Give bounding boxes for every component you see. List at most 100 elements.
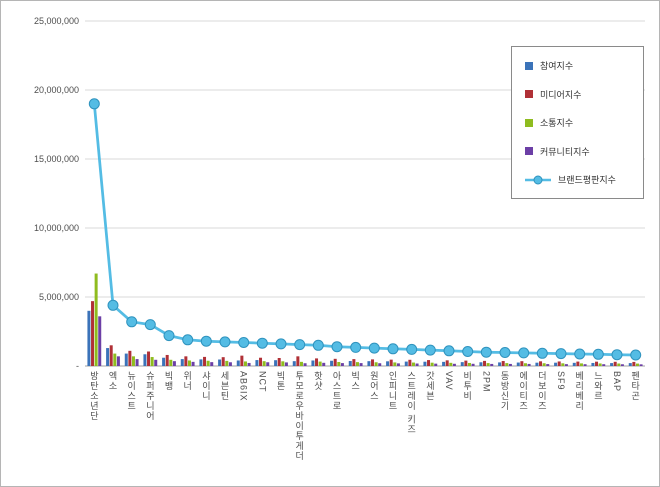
bar-소통지수 (374, 362, 378, 366)
bar-참여지수 (610, 363, 614, 366)
bar-커뮤니티지수 (228, 362, 232, 366)
x-axis-label: 투모로우바이투게더 (294, 371, 305, 461)
bar-커뮤니티지수 (247, 362, 251, 366)
bar-미디어지수 (203, 356, 207, 366)
line-marker (88, 98, 100, 110)
bar-참여지수 (106, 348, 110, 366)
bar-미디어지수 (371, 359, 375, 366)
x-axis-label: 펜타곤 (630, 371, 641, 401)
x-axis-label: 느와르 (592, 371, 603, 401)
x-axis-label: 갓세븐 (424, 371, 435, 401)
legend-label: 브랜드평판지수 (558, 175, 616, 185)
bar-미디어지수 (221, 357, 225, 366)
bar-참여지수 (311, 360, 315, 366)
line-marker (406, 343, 418, 355)
bar-참여지수 (591, 362, 595, 366)
bar-참여지수 (460, 362, 464, 366)
x-axis-label: 엑소 (107, 371, 118, 391)
bar-미디어지수 (557, 361, 561, 366)
bar-참여지수 (628, 363, 632, 366)
bar-미디어지수 (464, 360, 468, 366)
x-axis-label: 위너 (182, 371, 193, 391)
bar-참여지수 (367, 361, 371, 366)
bar-미디어지수 (632, 361, 636, 366)
y-axis-label: 5,000,000 (38, 292, 79, 302)
bar-미디어지수 (389, 359, 393, 366)
bar-소통지수 (150, 357, 154, 366)
bar-커뮤니티지수 (359, 363, 363, 366)
line-marker (238, 337, 250, 348)
line-marker (443, 345, 455, 357)
bar-미디어지수 (595, 361, 599, 366)
legend-swatch (525, 90, 533, 98)
bar-소통지수 (187, 360, 191, 366)
bar-커뮤니티지수 (98, 316, 102, 366)
bar-커뮤니티지수 (154, 359, 158, 366)
bar-미디어지수 (483, 360, 487, 366)
line-marker (611, 349, 623, 361)
bar-미디어지수 (109, 345, 113, 366)
bar-참여지수 (180, 359, 184, 366)
line-marker (368, 342, 380, 354)
legend-swatch (525, 61, 533, 70)
x-axis-label: 베리베리 (574, 371, 585, 411)
bar-소통지수 (467, 362, 471, 366)
line-marker (182, 334, 194, 346)
bar-소통지수 (337, 362, 341, 366)
x-axis-label: 더보이즈 (536, 371, 547, 411)
bar-미디어지수 (445, 360, 449, 366)
legend: 참여지수 미디어지수 소통지수 커뮤니티지수 브랜드평판지수 (511, 46, 644, 199)
bar-소통지수 (206, 360, 210, 366)
x-axis-label: SF9 (556, 371, 566, 391)
bar-참여지수 (218, 359, 222, 366)
bar-소통지수 (131, 356, 135, 366)
bar-커뮤니티지수 (471, 363, 475, 366)
bar-참여지수 (124, 353, 128, 366)
bar-소통지수 (169, 359, 173, 366)
y-axis-label: 25,000,000 (33, 16, 79, 26)
bar-소통지수 (355, 362, 359, 366)
bar-커뮤니티지수 (172, 361, 176, 366)
bar-참여지수 (162, 357, 166, 366)
legend-line-marker (533, 175, 543, 184)
bar-커뮤니티지수 (266, 362, 270, 366)
bar-미디어지수 (352, 359, 356, 366)
bar-소통지수 (523, 363, 527, 366)
line-marker (387, 343, 399, 355)
line-marker (144, 319, 156, 331)
legend-item: 커뮤니티지수 (525, 145, 630, 158)
x-axis-label: 스트레이 키즈 (406, 371, 417, 435)
bar-커뮤니티지수 (434, 363, 438, 366)
bar-소통지수 (393, 362, 397, 366)
bar-미디어지수 (501, 361, 505, 366)
bar-소통지수 (318, 361, 322, 366)
bar-커뮤니티지수 (546, 364, 550, 366)
bar-커뮤니티지수 (583, 364, 587, 366)
bar-커뮤니티지수 (116, 356, 120, 366)
bar-소통지수 (579, 363, 583, 366)
bar-참여지수 (479, 362, 483, 366)
bar-참여지수 (386, 361, 390, 366)
bar-미디어지수 (91, 301, 95, 366)
x-axis-label: 아스트로 (331, 371, 342, 411)
bar-미디어지수 (427, 360, 431, 366)
line-marker (331, 341, 343, 353)
bar-참여지수 (442, 361, 446, 366)
bar-미디어지수 (576, 361, 580, 366)
x-axis-label: 핫샷 (312, 371, 323, 391)
x-axis-label: NCT (257, 371, 268, 393)
x-axis-label: 빅스 (350, 371, 361, 391)
bar-소통지수 (430, 362, 434, 366)
bar-참여지수 (330, 360, 334, 366)
legend-label: 참여지수 (540, 61, 574, 71)
legend-item: 소통지수 (525, 116, 630, 129)
y-axis-label: 10,000,000 (33, 223, 79, 233)
bar-참여지수 (292, 361, 296, 366)
bar-미디어지수 (277, 358, 281, 366)
bar-미디어지수 (408, 359, 412, 366)
bar-커뮤니티지수 (527, 363, 531, 366)
bar-참여지수 (535, 362, 539, 366)
bar-미디어지수 (165, 354, 169, 366)
bar-미디어지수 (520, 361, 524, 366)
